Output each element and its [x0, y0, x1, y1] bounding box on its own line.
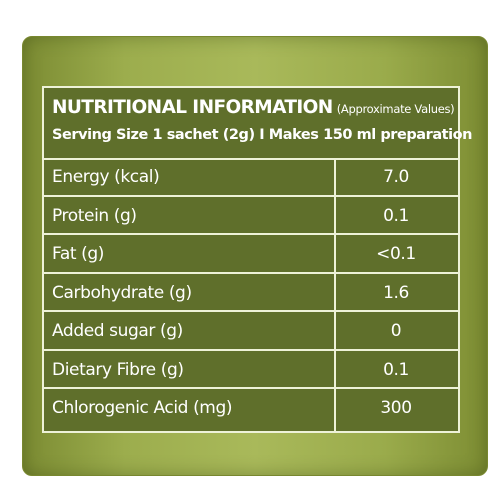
- nutrient-value: 0.1: [383, 359, 409, 380]
- serving-size-info: Serving Size 1 sachet (2g) I Makes 150 m…: [52, 127, 473, 143]
- nutrient-value: 7.0: [383, 167, 409, 187]
- nutrient-row-added-sugar: Added sugar (g) 0: [44, 312, 458, 351]
- nutrient-value: 300: [380, 398, 412, 418]
- nutrient-value: 1.6: [383, 282, 409, 303]
- nutrient-label: Protein (g): [52, 205, 137, 226]
- nutrient-label: Dietary Fibre (g): [52, 359, 184, 380]
- nutrition-table: NUTRITIONAL INFORMATION (Approximate Valu…: [42, 86, 473, 433]
- nutrient-row-fat: Fat (g) <0.1: [44, 235, 458, 274]
- nutrient-value: <0.1: [376, 244, 416, 264]
- nutrient-row-carbohydrate: Carbohydrate (g) 1.6: [44, 274, 458, 312]
- nutrient-label: Carbohydrate (g): [52, 282, 192, 303]
- nutrient-label: Added sugar (g): [52, 321, 183, 341]
- nutrition-title: NUTRITIONAL INFORMATION: [52, 97, 333, 118]
- nutrition-table-header: NUTRITIONAL INFORMATION (Approximate Valu…: [44, 88, 473, 160]
- nutrient-label: Energy (kcal): [52, 167, 160, 187]
- nutrition-title-line: NUTRITIONAL INFORMATION (Approximate Valu…: [52, 97, 455, 120]
- nutrient-value: 0.1: [383, 205, 409, 226]
- approximate-values-note: (Approximate Values): [336, 102, 455, 116]
- nutrient-rows: Energy (kcal) 7.0 Protein (g) 0.1 Fat (g…: [44, 158, 458, 428]
- nutrient-row-chlorogenic-acid: Chlorogenic Acid (mg) 300: [44, 389, 458, 428]
- nutrient-value: 0: [390, 321, 402, 341]
- nutrient-label: Fat (g): [52, 244, 104, 264]
- nutrient-row-energy: Energy (kcal) 7.0: [44, 158, 458, 197]
- nutrient-row-protein: Protein (g) 0.1: [44, 197, 458, 235]
- nutrient-row-dietary-fibre: Dietary Fibre (g) 0.1: [44, 351, 458, 389]
- column-divider: [334, 158, 336, 431]
- nutrient-label: Chlorogenic Acid (mg): [52, 398, 233, 418]
